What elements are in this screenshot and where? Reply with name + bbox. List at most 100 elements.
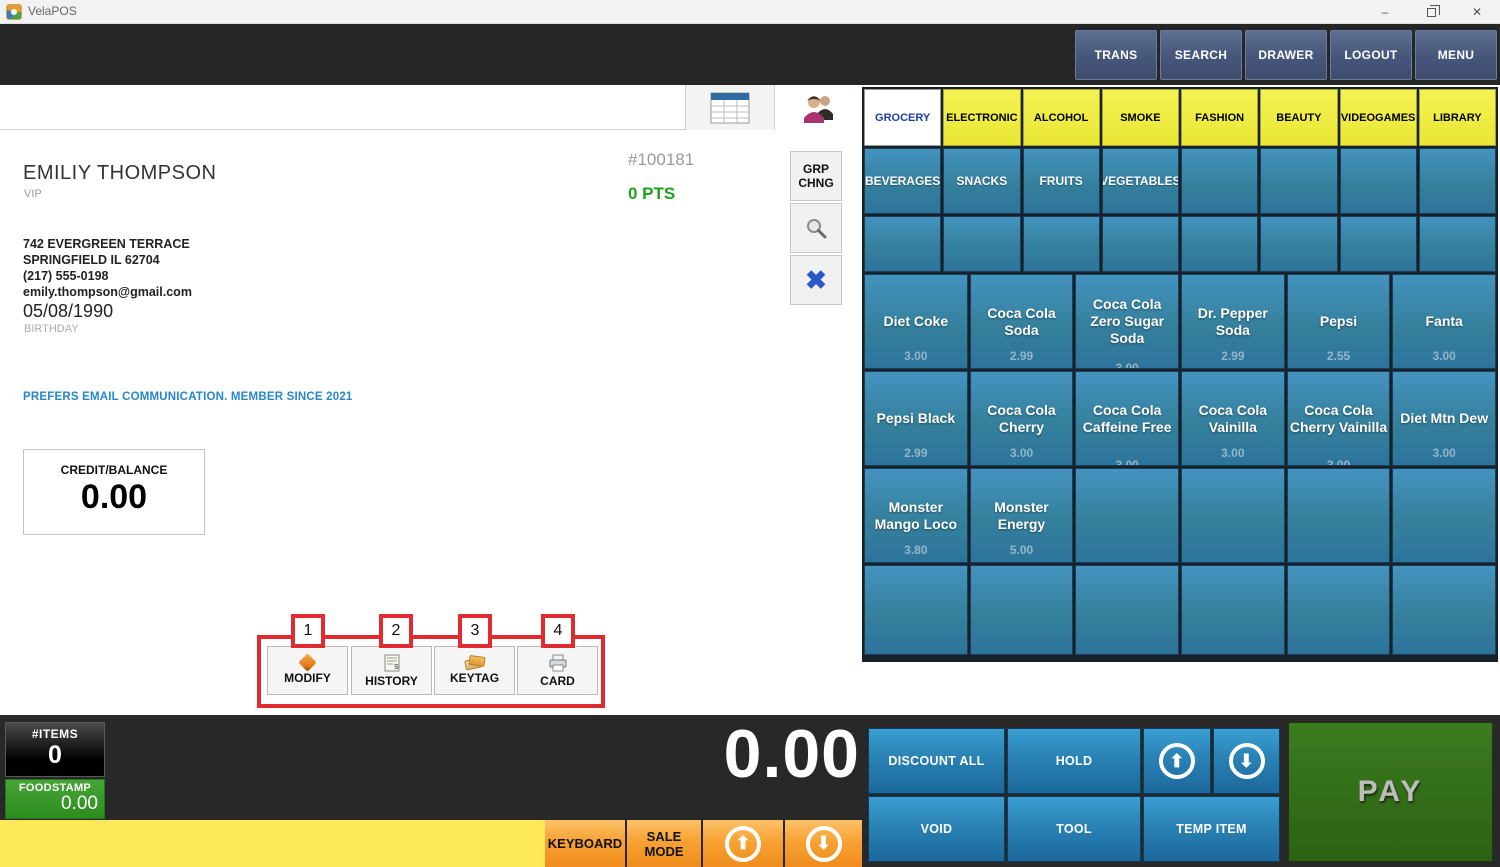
nav-button-group: TRANS SEARCH DRAWER LOGOUT MENU bbox=[1075, 30, 1497, 80]
product-coca-cola-zero-sugar-soda[interactable]: Coca Cola Zero Sugar Soda 3.00 bbox=[1075, 274, 1179, 369]
credit-balance-box: CREDIT/BALANCE 0.00 bbox=[23, 449, 205, 535]
product-pepsi-black[interactable]: Pepsi Black 2.99 bbox=[864, 371, 968, 466]
product-grid-panel: GROCERY ELECTRONIC ALCOHOL SMOKE FASHION… bbox=[862, 87, 1498, 662]
product-coca-cola-cherry-vainilla[interactable]: Coca Cola Cherry Vainilla 3.00 bbox=[1286, 371, 1391, 466]
close-x-icon: ✖ bbox=[805, 264, 827, 295]
category-tab-videogames[interactable]: VIDEOGAMES bbox=[1339, 89, 1417, 146]
scroll-down-button-orange[interactable]: ⬇ bbox=[785, 820, 862, 867]
customer-people-icon bbox=[803, 95, 833, 123]
search-button[interactable]: SEARCH bbox=[1160, 30, 1242, 80]
void-button[interactable]: VOID bbox=[868, 796, 1005, 862]
customer-side-actions: GRP CHNG ✖ bbox=[790, 151, 842, 305]
card-button[interactable]: CARD bbox=[517, 646, 598, 695]
product-coca-cola-soda[interactable]: Coca Cola Soda 2.99 bbox=[969, 274, 1074, 369]
trans-button[interactable]: TRANS bbox=[1075, 30, 1157, 80]
customer-close-button[interactable]: ✖ bbox=[790, 255, 842, 305]
restore-button[interactable] bbox=[1408, 0, 1454, 24]
category-tab-beauty[interactable]: BEAUTY bbox=[1260, 89, 1338, 146]
history-button[interactable]: S HISTORY bbox=[351, 646, 432, 695]
receipt-icon: S bbox=[384, 654, 399, 671]
app-logo-icon bbox=[6, 4, 22, 20]
top-header-bar: TRANS SEARCH DRAWER LOGOUT MENU bbox=[0, 24, 1500, 85]
modify-button[interactable]: MODIFY bbox=[267, 646, 348, 695]
temp-item-button[interactable]: TEMP ITEM bbox=[1143, 796, 1280, 862]
subcategory-vegetables[interactable]: VEGETABLES bbox=[1101, 148, 1179, 214]
product-fanta[interactable]: Fanta 3.00 bbox=[1392, 274, 1496, 369]
printer-icon bbox=[549, 654, 566, 671]
group-change-button[interactable]: GRP CHNG bbox=[790, 151, 842, 201]
tab-customer[interactable] bbox=[775, 85, 862, 130]
product-monster-mango-loco[interactable]: Monster Mango Loco 3.80 bbox=[864, 468, 968, 563]
minimize-button[interactable]: – bbox=[1381, 5, 1389, 19]
product-coca-cola-cherry[interactable]: Coca Cola Cherry 3.00 bbox=[969, 371, 1074, 466]
bottom-bar: #ITEMS 0 FOODSTAMP 0.00 0.00 KEYBOARD SA… bbox=[0, 715, 1500, 867]
pay-label: PAY bbox=[1357, 775, 1424, 808]
tab-transactions-grid[interactable] bbox=[685, 85, 775, 130]
category-tab-row: GROCERY ELECTRONIC ALCOHOL SMOKE FASHION… bbox=[864, 89, 1496, 146]
product-diet-coke[interactable]: Diet Coke 3.00 bbox=[864, 274, 968, 369]
subcategory-row: BEVERAGES SNACKS FRUITS VEGETABLES bbox=[864, 148, 1496, 214]
category-tab-alcohol[interactable]: ALCOHOL bbox=[1022, 89, 1100, 146]
arrow-up-icon: ⬆ bbox=[725, 825, 761, 862]
product-empty bbox=[864, 565, 968, 655]
history-label: HISTORY bbox=[365, 673, 418, 688]
product-coca-cola-caffeine-free[interactable]: Coca Cola Caffeine Free 3.00 bbox=[1075, 371, 1179, 466]
product-coca-cola-vainilla[interactable]: Coca Cola Vainilla 3.00 bbox=[1180, 371, 1285, 466]
customer-note: PREFERS EMAIL COMMUNICATION. MEMBER SINC… bbox=[23, 391, 353, 403]
subcategory-empty bbox=[1339, 216, 1417, 272]
annotation-rectangle bbox=[257, 635, 605, 708]
product-monster-energy[interactable]: Monster Energy 5.00 bbox=[969, 468, 1074, 563]
modify-label: MODIFY bbox=[284, 671, 331, 685]
product-empty bbox=[1286, 565, 1391, 655]
subcategory-fruits[interactable]: FRUITS bbox=[1022, 148, 1100, 214]
category-tab-grocery[interactable]: GROCERY bbox=[864, 89, 942, 146]
scroll-up-button-blue[interactable]: ⬆ bbox=[1143, 728, 1211, 794]
category-tab-electronic[interactable]: ELECTRONIC bbox=[943, 89, 1021, 146]
restore-icon bbox=[1426, 4, 1440, 17]
subcategory-empty bbox=[1101, 216, 1179, 272]
keytag-button[interactable]: KEYTAG bbox=[434, 646, 515, 695]
magnifier-icon bbox=[807, 219, 827, 239]
category-tab-library[interactable]: LIBRARY bbox=[1418, 89, 1496, 146]
tool-button[interactable]: TOOL bbox=[1007, 796, 1141, 862]
subcategory-empty bbox=[1418, 216, 1496, 272]
scroll-down-button-blue[interactable]: ⬇ bbox=[1213, 728, 1280, 794]
close-button[interactable]: ✕ bbox=[1471, 5, 1483, 19]
subcategory-empty bbox=[1022, 216, 1100, 272]
scroll-up-button-orange[interactable]: ⬆ bbox=[703, 820, 783, 867]
foodstamp-label: FOODSTAMP bbox=[18, 782, 92, 794]
keyboard-button[interactable]: KEYBOARD bbox=[545, 820, 625, 867]
items-count-box: #ITEMS 0 bbox=[5, 722, 105, 777]
address-line-1: 742 EVERGREEN TERRACE bbox=[23, 237, 190, 251]
subcategory-snacks[interactable]: SNACKS bbox=[943, 148, 1021, 214]
product-dr-pepper-soda[interactable]: Dr. Pepper Soda 2.99 bbox=[1180, 274, 1285, 369]
hold-button[interactable]: HOLD bbox=[1007, 728, 1141, 794]
arrow-up-icon: ⬆ bbox=[1159, 743, 1195, 779]
subcategory-empty bbox=[1260, 216, 1338, 272]
customer-search-button[interactable] bbox=[790, 203, 842, 253]
menu-button[interactable]: MENU bbox=[1415, 30, 1497, 80]
product-empty bbox=[1180, 565, 1285, 655]
category-tab-fashion[interactable]: FASHION bbox=[1181, 89, 1259, 146]
input-display-strip[interactable] bbox=[0, 820, 545, 867]
items-label: #ITEMS bbox=[31, 727, 79, 741]
logout-button[interactable]: LOGOUT bbox=[1330, 30, 1412, 80]
category-tab-smoke[interactable]: SMOKE bbox=[1101, 89, 1179, 146]
product-diet-mtn-dew[interactable]: Diet Mtn Dew 3.00 bbox=[1392, 371, 1496, 466]
subcategory-empty bbox=[1339, 148, 1417, 214]
subcategory-beverages[interactable]: BEVERAGES bbox=[864, 148, 942, 214]
product-empty bbox=[1180, 468, 1285, 563]
table-icon bbox=[710, 92, 750, 123]
transaction-total: 0.00 bbox=[723, 716, 860, 792]
customer-tier: VIP bbox=[24, 188, 42, 200]
sale-mode-button[interactable]: SALE MODE bbox=[627, 820, 701, 867]
annotation-number-4: 4 bbox=[541, 614, 575, 648]
discount-all-button[interactable]: DISCOUNT ALL bbox=[868, 728, 1005, 794]
product-empty bbox=[1075, 565, 1179, 655]
product-pepsi[interactable]: Pepsi 2.55 bbox=[1286, 274, 1391, 369]
credit-balance-value: 0.00 bbox=[80, 478, 148, 516]
pay-button[interactable]: PAY bbox=[1288, 722, 1493, 862]
foodstamp-value: 0.00 bbox=[61, 793, 98, 814]
drawer-button[interactable]: DRAWER bbox=[1245, 30, 1327, 80]
